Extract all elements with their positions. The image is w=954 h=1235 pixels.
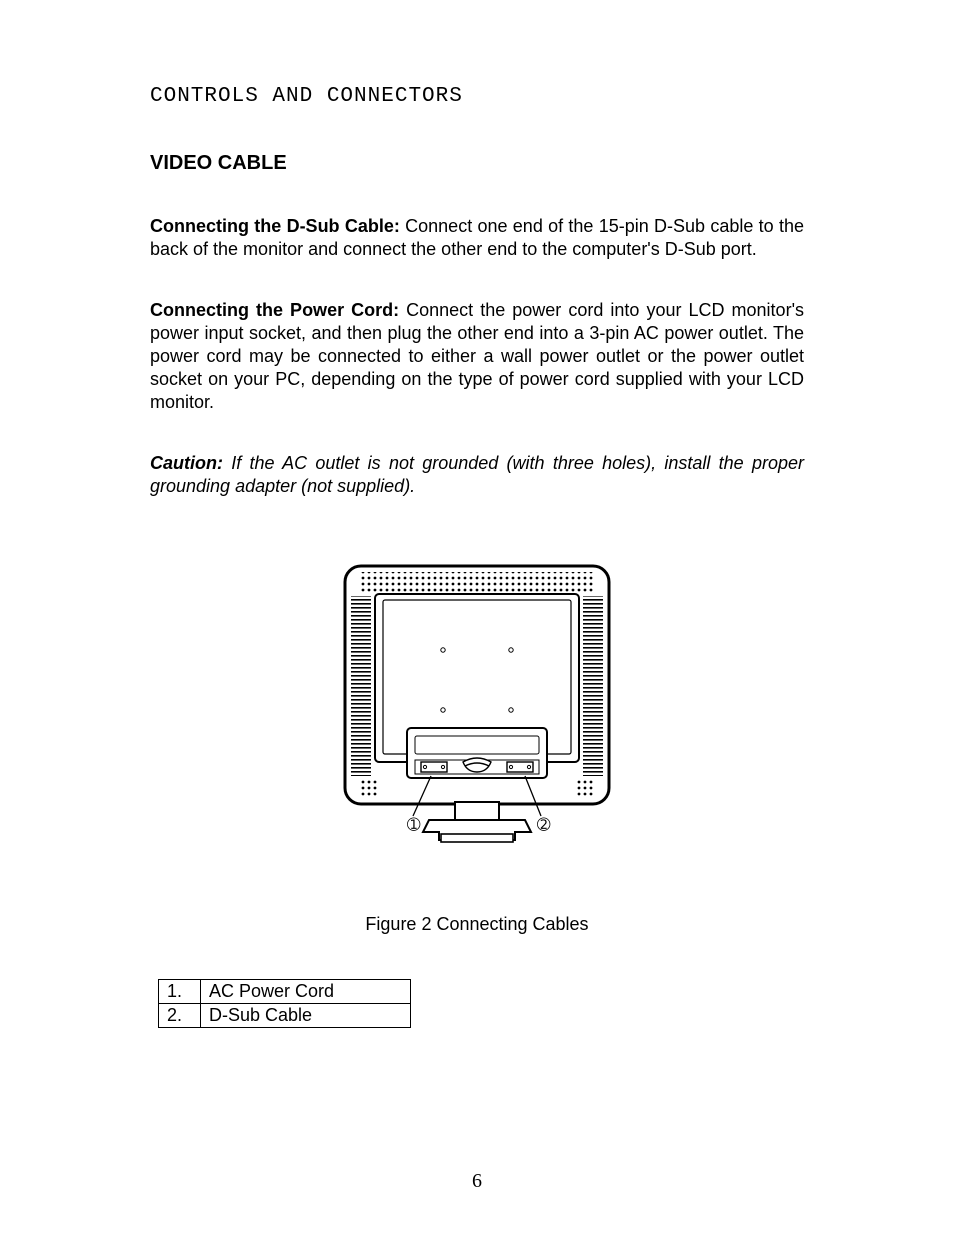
paragraph-caution: Caution: If the AC outlet is not grounde… xyxy=(150,452,804,498)
lead-dsub: Connecting the D-Sub Cable: xyxy=(150,216,400,236)
legend-num-2: 2. xyxy=(159,1004,201,1028)
legend-num-1: 1. xyxy=(159,980,201,1004)
legend-table: 1. AC Power Cord 2. D-Sub Cable xyxy=(158,979,411,1028)
callout-2: ➁ xyxy=(537,817,551,834)
legend-label-1: AC Power Cord xyxy=(201,980,411,1004)
legend-label-2: D-Sub Cable xyxy=(201,1004,411,1028)
body-caution: If the AC outlet is not grounded (with t… xyxy=(150,453,804,496)
figure-wrap: ➀ ➁ Figure 2 Connecting Cables 1. AC Pow… xyxy=(150,558,804,1028)
page: CONTROLS AND CONNECTORS VIDEO CABLE Conn… xyxy=(0,0,954,1235)
figure-caption: Figure 2 Connecting Cables xyxy=(365,914,588,935)
table-row: 2. D-Sub Cable xyxy=(159,1004,411,1028)
paragraph-dsub: Connecting the D-Sub Cable: Connect one … xyxy=(150,215,804,261)
lead-power: Connecting the Power Cord: xyxy=(150,300,399,320)
monitor-diagram: ➀ ➁ xyxy=(337,558,617,868)
paragraph-power: Connecting the Power Cord: Connect the p… xyxy=(150,299,804,414)
lead-caution: Caution: xyxy=(150,453,223,473)
table-row: 1. AC Power Cord xyxy=(159,980,411,1004)
page-number: 6 xyxy=(0,1170,954,1193)
page-title: VIDEO CABLE xyxy=(150,152,804,175)
section-header: CONTROLS AND CONNECTORS xyxy=(150,85,804,108)
callout-1: ➀ xyxy=(407,817,421,834)
